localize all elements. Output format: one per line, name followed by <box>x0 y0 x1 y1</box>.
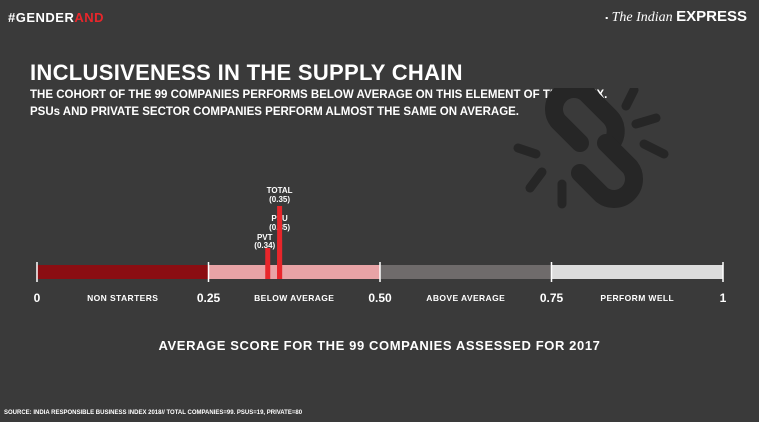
scale-segment-0 <box>37 265 209 279</box>
tick-label-2: 0.50 <box>368 291 392 305</box>
brand-logo: ▪ The Indian EXPRESS <box>605 8 747 26</box>
broken-chain-link-icon <box>513 88 669 209</box>
tick-label-0: 0 <box>34 291 41 305</box>
marker-value-total: (0.35) <box>269 195 290 204</box>
hashtag-white: #GENDER <box>8 10 75 25</box>
subtitle-line-2: PSUs AND PRIVATE SECTOR COMPANIES PERFOR… <box>30 106 520 118</box>
marker-value-pvt: (0.34) <box>254 241 275 250</box>
tick-label-1: 0.25 <box>197 291 221 305</box>
segment-label-2: ABOVE AVERAGE <box>426 293 505 303</box>
chart-caption: AVERAGE SCORE FOR THE 99 COMPANIES ASSES… <box>158 338 601 353</box>
brand-dot: ▪ <box>605 13 609 23</box>
source-note: SOURCE: INDIA RESPONSIBLE BUSINESS INDEX… <box>4 410 303 416</box>
hashtag: #GENDERAND <box>8 10 104 25</box>
scale-segment-3 <box>551 265 723 279</box>
score-scale-chart: NON STARTERS BELOW AVERAGE ABOVE AVERAGE PE… <box>34 186 727 305</box>
page-title: INCLUSIVENESS IN THE SUPPLY CHAIN <box>30 60 463 85</box>
brand-italic: The Indian <box>611 10 673 25</box>
scale-segment-2 <box>380 265 552 279</box>
segment-label-3: PERFORM WELL <box>600 293 674 303</box>
hashtag-red: AND <box>74 10 105 25</box>
subtitle-line-1: THE COHORT OF THE 99 COMPANIES PERFORMS … <box>30 89 608 101</box>
marker-name-total: TOTAL <box>267 186 293 195</box>
segment-label-1: BELOW AVERAGE <box>254 293 334 303</box>
scale-segment-1 <box>208 265 380 279</box>
tick-label-4: 1 <box>720 291 727 305</box>
marker-name-pvt: PVT <box>257 233 273 242</box>
tick-label-3: 0.75 <box>540 291 564 305</box>
segment-label-0: NON STARTERS <box>87 293 158 303</box>
marker-bar-pvt <box>265 248 271 279</box>
brand-bold: EXPRESS <box>676 8 747 25</box>
marker-bar-total <box>277 206 283 279</box>
